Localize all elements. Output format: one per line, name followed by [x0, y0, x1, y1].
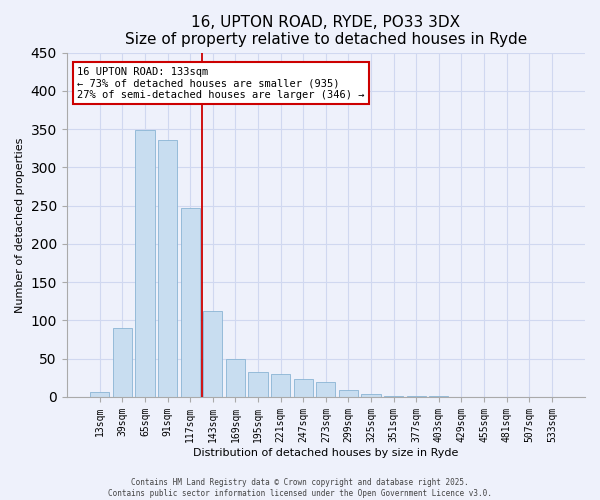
Bar — [226, 358, 245, 397]
Y-axis label: Number of detached properties: Number of detached properties — [15, 137, 25, 312]
Bar — [316, 382, 335, 397]
Bar — [361, 394, 380, 397]
Bar — [248, 372, 268, 397]
Bar — [293, 378, 313, 397]
Bar — [90, 392, 109, 397]
Text: 16 UPTON ROAD: 133sqm
← 73% of detached houses are smaller (935)
27% of semi-det: 16 UPTON ROAD: 133sqm ← 73% of detached … — [77, 66, 365, 100]
Bar — [407, 396, 426, 397]
Bar — [113, 328, 132, 397]
Title: 16, UPTON ROAD, RYDE, PO33 3DX
Size of property relative to detached houses in R: 16, UPTON ROAD, RYDE, PO33 3DX Size of p… — [125, 15, 527, 48]
Bar — [339, 390, 358, 397]
Bar — [181, 208, 200, 397]
Text: Contains HM Land Registry data © Crown copyright and database right 2025.
Contai: Contains HM Land Registry data © Crown c… — [108, 478, 492, 498]
Bar — [429, 396, 448, 397]
Bar — [203, 310, 223, 397]
Bar — [271, 374, 290, 397]
Bar — [136, 130, 155, 397]
Bar — [158, 140, 177, 397]
X-axis label: Distribution of detached houses by size in Ryde: Distribution of detached houses by size … — [193, 448, 458, 458]
Bar — [384, 396, 403, 397]
